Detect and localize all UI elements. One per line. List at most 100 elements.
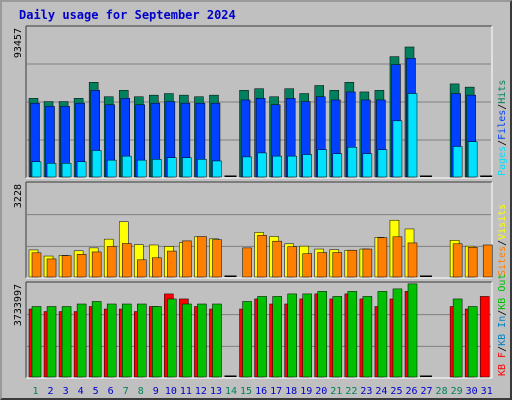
bar-sites-day-15 (242, 247, 252, 278)
legend-entry: / (497, 240, 508, 246)
y-axis-max-label: 3733997 (13, 284, 24, 326)
x-tick-label-day-31: 31 (481, 386, 493, 397)
bar-kbout-day-23 (362, 296, 373, 378)
bar-sites-day-18 (287, 246, 297, 278)
y-axis-max-label: 93457 (13, 28, 24, 58)
legend-entry: / (497, 346, 508, 352)
bar-sites-day-13 (212, 239, 222, 278)
bar-pages-day-1 (31, 161, 42, 178)
bar-kbout-day-20 (317, 291, 328, 378)
bar-sites-day-6 (106, 246, 117, 278)
bar-pages-day-21 (332, 153, 343, 178)
bar-pages-day-9 (152, 159, 162, 178)
bar-empty-day-27 (420, 175, 433, 177)
bar-sites-day-29 (452, 243, 463, 278)
bar-kbout-day-2 (46, 306, 57, 378)
bar-empty-day-27 (420, 275, 433, 277)
bar-pages-day-7 (121, 155, 132, 178)
bar-pages-day-29 (452, 146, 463, 178)
bar-sites-day-3 (61, 255, 72, 278)
legend-entry: Visits (497, 204, 508, 240)
x-tick-label-day-8: 8 (138, 386, 144, 397)
bar-pages-day-3 (61, 163, 72, 178)
bar-sites-day-17 (272, 240, 282, 278)
bar-sites-day-7 (121, 243, 132, 278)
bar-kbout-day-19 (302, 293, 312, 378)
bar-pages-day-22 (347, 147, 358, 178)
legend-panel-3: KB F/KB In/KB Out (497, 274, 508, 376)
legend-entry: Sites (497, 246, 508, 276)
bar-sites-day-12 (197, 236, 207, 278)
bar-sites-day-31 (482, 244, 493, 278)
x-tick-label-day-22: 22 (345, 386, 357, 397)
bar-sites-day-26 (407, 242, 418, 278)
bar-empty-day-31 (480, 175, 493, 177)
y-axis-max-label: 3228 (13, 184, 24, 208)
x-tick-label-day-7: 7 (123, 386, 129, 397)
bar-pages-day-6 (106, 159, 117, 178)
bar-sites-day-21 (332, 252, 343, 278)
bar-kbout-day-5 (91, 301, 102, 378)
x-tick-label-day-1: 1 (32, 386, 38, 397)
bar-pages-day-25 (392, 120, 403, 178)
bar-kbout-day-12 (197, 303, 207, 378)
x-tick-label-day-21: 21 (330, 386, 342, 397)
bar-kbf-day-31 (479, 296, 490, 378)
x-tick-label-day-9: 9 (153, 386, 159, 397)
bar-kbout-day-1 (31, 306, 42, 378)
bar-sites-day-30 (467, 247, 478, 278)
x-tick-label-day-28: 28 (436, 386, 448, 397)
bar-pages-day-11 (182, 157, 192, 178)
x-tick-label-day-23: 23 (360, 386, 372, 397)
bar-pages-day-23 (362, 153, 373, 178)
bar-pages-day-13 (212, 160, 222, 178)
legend-entry: KB Out (497, 274, 508, 310)
bar-kbout-day-8 (137, 303, 147, 378)
bar-kbout-day-22 (347, 291, 358, 378)
x-tick-label-day-4: 4 (78, 386, 84, 397)
bar-sites-day-16 (257, 235, 267, 278)
bar-kbout-day-4 (76, 303, 87, 378)
legend-entry: Files (497, 110, 508, 140)
bar-sites-day-4 (76, 254, 87, 278)
x-tick-label-day-27: 27 (421, 386, 433, 397)
bar-sites-day-8 (137, 259, 147, 278)
bar-pages-day-12 (197, 159, 207, 178)
bar-kbout-day-6 (106, 303, 117, 378)
chart-title: Daily usage for September 2024 (19, 8, 236, 22)
legend-entry: KB In (497, 316, 508, 346)
x-tick-label-day-30: 30 (466, 386, 478, 397)
x-tick-label-day-6: 6 (108, 386, 114, 397)
bar-sites-day-2 (46, 258, 57, 278)
x-tick-label-day-24: 24 (375, 386, 387, 397)
bar-kbout-day-29 (452, 298, 463, 378)
bar-kbout-day-30 (467, 306, 478, 378)
x-tick-label-day-26: 26 (405, 386, 417, 397)
bar-sites-day-20 (317, 252, 328, 278)
bar-pages-day-16 (257, 152, 267, 178)
legend-entry: Hits (497, 80, 508, 104)
x-tick-label-day-29: 29 (451, 386, 463, 397)
legend-entry: Pages (497, 146, 508, 176)
bar-pages-day-20 (317, 149, 328, 178)
bar-kbout-day-9 (152, 306, 162, 378)
x-tick-label-day-11: 11 (180, 386, 192, 397)
bar-pages-day-26 (407, 93, 418, 178)
bar-empty-day-14 (224, 175, 237, 177)
legend-entry: / (497, 140, 508, 146)
x-tick-label-day-14: 14 (225, 386, 237, 397)
bar-sites-day-5 (91, 251, 102, 278)
bar-pages-day-24 (377, 149, 388, 178)
x-tick-label-day-25: 25 (390, 386, 402, 397)
bar-pages-day-4 (76, 161, 87, 178)
bar-pages-day-30 (467, 141, 478, 178)
legend-panel-2: Sites/Visits (497, 204, 508, 276)
bar-kbout-day-3 (61, 306, 72, 378)
bar-sites-day-25 (392, 236, 403, 278)
legend-entry: / (497, 310, 508, 316)
legend-entry: KB F (497, 352, 508, 376)
x-tick-label-day-13: 13 (210, 386, 222, 397)
bar-empty-day-14 (224, 375, 237, 377)
x-tick-label-day-5: 5 (93, 386, 99, 397)
